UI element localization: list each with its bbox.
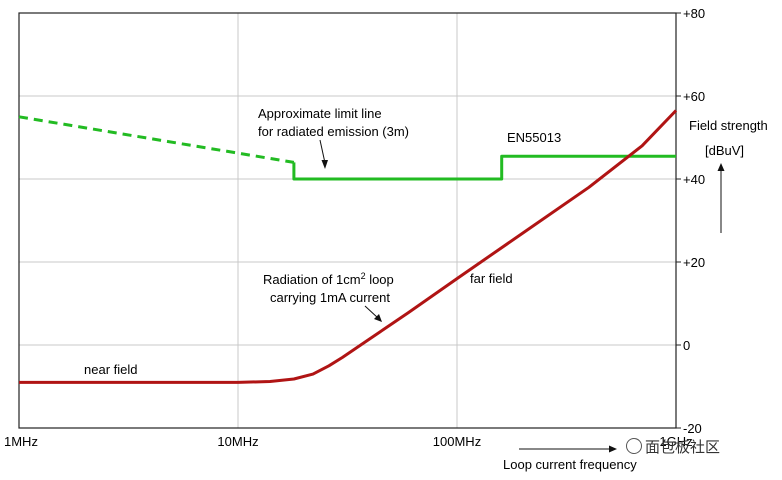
x-tick-label: 100MHz xyxy=(433,434,481,449)
series-line-1-0 xyxy=(19,109,678,384)
annotation-limit-arrow xyxy=(319,139,326,164)
annotation-near-field: near field xyxy=(84,362,137,377)
watermark-logo-icon xyxy=(626,438,642,454)
y-tick-label: +60 xyxy=(683,89,705,104)
y-tick-label: +20 xyxy=(683,255,705,270)
y-axis-label-arrowhead xyxy=(717,163,725,171)
annotation-limit-line-2: for radiated emission (3m) xyxy=(258,124,409,139)
x-tick-label: 10MHz xyxy=(217,434,258,449)
series-line-0-1 xyxy=(292,154,676,181)
y-tick-label: +40 xyxy=(683,172,705,187)
grid-lines xyxy=(19,13,676,428)
annotation-limit-arrowhead xyxy=(321,160,328,169)
x-axis-label-arrowhead xyxy=(609,445,617,453)
x-axis-ticks: 1MHz 10MHz 100MHz 1GHz xyxy=(4,434,693,449)
y-axis-label-line1: Field strength xyxy=(689,118,768,133)
plot-frame xyxy=(18,12,677,429)
series-line-0-0 xyxy=(18,115,295,164)
x-axis-label: Loop current frequency xyxy=(503,457,637,472)
y-tick-label: +80 xyxy=(683,6,705,21)
annotation-radiation-sup: 2 xyxy=(361,271,366,281)
y-tick-label: 0 xyxy=(683,338,690,353)
x-tick-label: 1GHz xyxy=(659,434,692,449)
watermark: 面包板社区 xyxy=(626,436,720,457)
annotation-radiation-1-main: Radiation of 1cm xyxy=(263,272,361,287)
annotation-radiation-2: carrying 1mA current xyxy=(270,290,390,305)
y-axis-ticks: +80 +60 +40 +20 0 -20 xyxy=(676,6,705,436)
annotation-far-field: far field xyxy=(470,271,513,286)
annotation-radiation-1-tail: loop xyxy=(366,272,394,287)
annotation-radiation-arrow xyxy=(364,305,379,319)
annotation-limit-line-1: Approximate limit line xyxy=(258,106,382,121)
annotation-standard: EN55013 xyxy=(507,130,561,145)
y-tick-label: -20 xyxy=(683,421,702,436)
watermark-text: 面包板社区 xyxy=(645,438,721,456)
x-tick-label: 1MHz xyxy=(4,434,38,449)
annotation-radiation-1: Radiation of 1cm2 loop xyxy=(263,271,394,287)
annotation-radiation-arrowhead xyxy=(374,314,382,322)
series-lines xyxy=(18,109,678,384)
y-axis-label-line2: [dBuV] xyxy=(705,143,744,158)
